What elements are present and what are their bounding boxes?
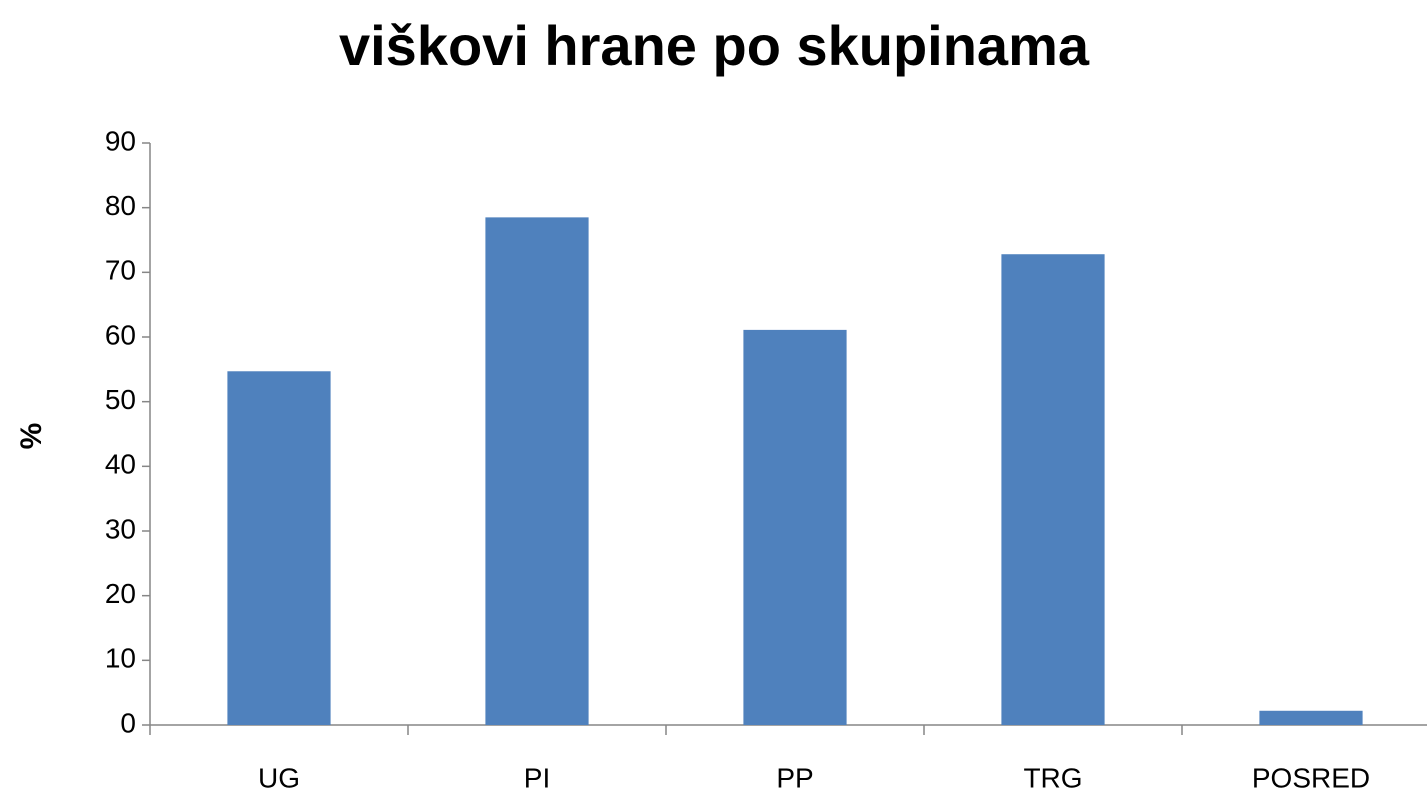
x-tick-label: PP [776,762,813,793]
bar [485,217,589,725]
y-tick-label: 50 [105,384,136,415]
x-tick-label: TRG [1023,762,1082,793]
y-tick-label: 0 [120,707,136,738]
y-tick-label: 30 [105,513,136,544]
bar [227,371,331,725]
chart-title: viškovi hrane po skupinama [339,14,1090,77]
x-tick-label: UG [258,762,300,793]
y-tick-label: 70 [105,255,136,286]
bar [1001,254,1105,725]
y-tick-label: 90 [105,125,136,156]
y-tick-label: 40 [105,449,136,480]
y-tick-label: 20 [105,578,136,609]
y-tick-label: 80 [105,190,136,221]
x-tick-label: PI [524,762,550,793]
bar [1259,710,1363,725]
y-tick-label: 10 [105,643,136,674]
x-tick-label: POSRED [1252,762,1370,793]
y-axis-label: % [15,423,48,450]
bar [743,329,847,725]
y-tick-label: 60 [105,319,136,350]
